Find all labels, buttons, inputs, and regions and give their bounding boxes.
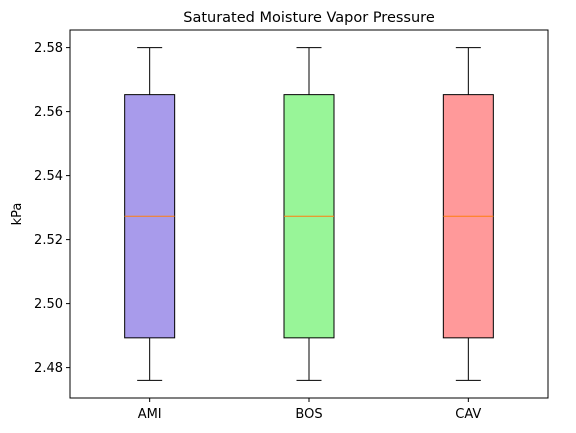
y-tick-label: 2.50 — [34, 297, 63, 312]
x-tick-label: AMI — [138, 407, 162, 422]
x-tick-label: BOS — [295, 407, 322, 422]
y-tick-label: 2.58 — [34, 41, 63, 56]
chart-title: Saturated Moisture Vapor Pressure — [183, 10, 435, 26]
plot-area: 2.48 2.50 2.52 2.54 2.56 2.58 AMI BOS CAV — [34, 29, 549, 422]
y-tick-label: 2.56 — [34, 105, 63, 120]
x-tick-label: CAV — [455, 407, 481, 422]
y-axis-label: kPa — [10, 203, 25, 226]
axes-frame — [69, 29, 549, 399]
y-tick-label: 2.52 — [34, 233, 63, 248]
y-tick-label: 2.48 — [34, 361, 63, 376]
y-tick-label: 2.54 — [34, 169, 63, 184]
